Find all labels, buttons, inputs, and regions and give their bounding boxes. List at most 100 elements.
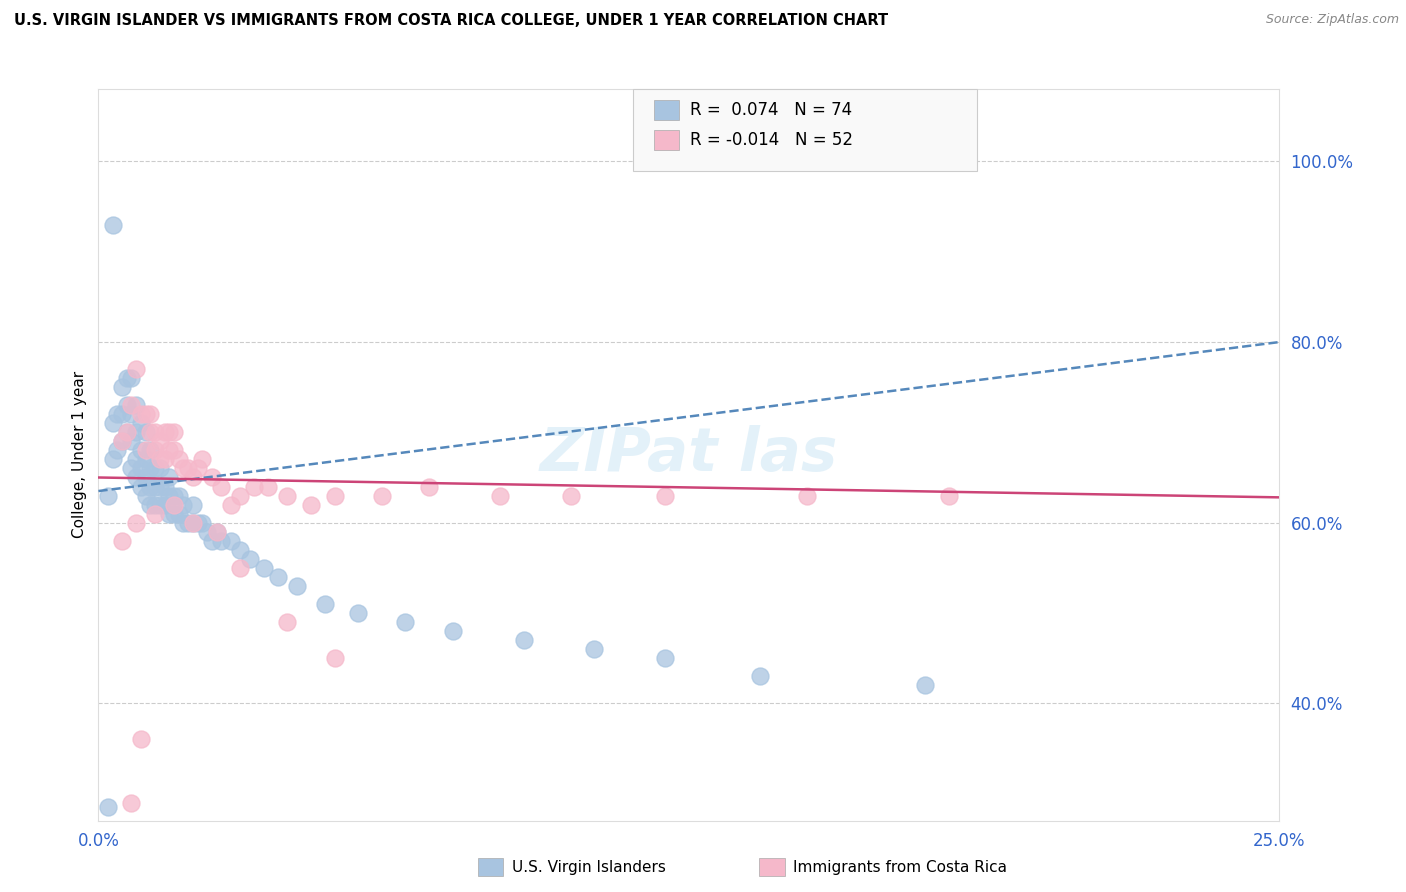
Point — [139, 498, 162, 512]
Point — [512, 633, 534, 648]
Point — [129, 407, 152, 421]
Point — [489, 489, 512, 503]
Point — [143, 443, 166, 458]
Point — [139, 425, 162, 440]
Point — [153, 452, 176, 467]
Point — [101, 452, 124, 467]
Point — [583, 642, 606, 657]
Point — [105, 407, 128, 421]
Point — [135, 452, 157, 467]
Point — [111, 434, 134, 449]
Point — [276, 489, 298, 503]
Point — [239, 551, 262, 566]
Point — [276, 615, 298, 629]
Point — [135, 407, 157, 421]
Point — [163, 507, 186, 521]
Point — [243, 479, 266, 493]
Point — [205, 524, 228, 539]
Point — [153, 479, 176, 493]
Point — [201, 533, 224, 548]
Point — [139, 479, 162, 493]
Text: ZIPat las: ZIPat las — [540, 425, 838, 484]
Point — [253, 561, 276, 575]
Point — [97, 489, 120, 503]
Point — [135, 489, 157, 503]
Point — [195, 524, 218, 539]
Point — [187, 516, 209, 530]
Point — [121, 371, 143, 385]
Point — [654, 489, 676, 503]
Point — [172, 498, 194, 512]
Point — [177, 516, 200, 530]
Point — [938, 489, 960, 503]
Point — [267, 570, 290, 584]
Point — [314, 597, 336, 611]
Point — [167, 489, 190, 503]
Point — [125, 452, 148, 467]
Point — [172, 516, 194, 530]
Point — [153, 498, 176, 512]
Point — [201, 470, 224, 484]
Point — [121, 398, 143, 412]
Point — [219, 533, 242, 548]
Point — [129, 443, 152, 458]
Point — [111, 407, 134, 421]
Point — [748, 669, 770, 683]
Point — [209, 479, 232, 493]
Point — [394, 615, 416, 629]
Point — [129, 461, 152, 475]
Point — [143, 479, 166, 493]
Point — [143, 498, 166, 512]
Point — [209, 533, 232, 548]
Point — [125, 398, 148, 412]
Point — [111, 380, 134, 394]
Point — [115, 425, 138, 440]
Y-axis label: College, Under 1 year: College, Under 1 year — [72, 371, 87, 539]
Point — [115, 425, 138, 440]
Point — [796, 489, 818, 503]
Point — [323, 651, 346, 665]
Point — [115, 371, 138, 385]
Point — [143, 425, 166, 440]
Point — [135, 443, 157, 458]
Point — [181, 470, 204, 484]
Point — [323, 489, 346, 503]
Point — [153, 425, 176, 440]
Point — [149, 498, 172, 512]
Point — [143, 507, 166, 521]
Point — [167, 507, 190, 521]
Point — [111, 533, 134, 548]
Point — [143, 461, 166, 475]
Point — [121, 407, 143, 421]
Point — [157, 507, 180, 521]
Text: Immigrants from Costa Rica: Immigrants from Costa Rica — [793, 860, 1007, 874]
Point — [163, 443, 186, 458]
Point — [163, 425, 186, 440]
Point — [163, 489, 186, 503]
Point — [914, 678, 936, 692]
Point — [229, 542, 252, 557]
Text: Source: ZipAtlas.com: Source: ZipAtlas.com — [1265, 13, 1399, 27]
Point — [125, 362, 148, 376]
Point — [97, 800, 120, 814]
Point — [191, 516, 214, 530]
Point — [299, 498, 322, 512]
Point — [129, 732, 152, 747]
Point — [172, 461, 194, 475]
Point — [181, 498, 204, 512]
Point — [149, 434, 172, 449]
Point — [371, 489, 394, 503]
Point — [229, 489, 252, 503]
Point — [418, 479, 440, 493]
Point — [149, 461, 172, 475]
Point — [121, 796, 143, 810]
Point — [111, 434, 134, 449]
Point — [181, 516, 204, 530]
Point — [125, 470, 148, 484]
Point — [219, 498, 242, 512]
Point — [125, 516, 148, 530]
Point — [157, 425, 180, 440]
Point — [181, 516, 204, 530]
Point — [187, 461, 209, 475]
Point — [135, 470, 157, 484]
